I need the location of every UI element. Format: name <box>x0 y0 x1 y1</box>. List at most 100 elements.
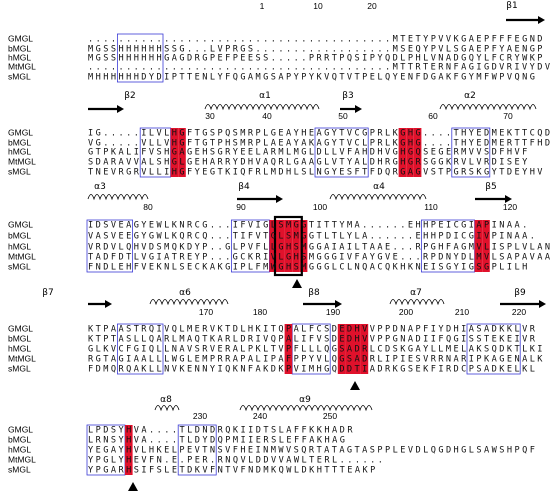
structure-label: β9 <box>514 288 526 298</box>
conserved-column <box>284 324 293 374</box>
alpha-helix <box>439 104 537 111</box>
sequence-name: MtMGL <box>8 156 36 166</box>
sequence-name: GMGL <box>8 323 33 333</box>
residue-number: 250 <box>323 411 337 421</box>
sequence-name: hMGL <box>8 241 31 251</box>
conserved-column <box>474 220 483 272</box>
structure-label: α4 <box>373 182 385 192</box>
similarity-box <box>451 127 491 178</box>
sequence: MHHHHHHDYDIPTTENLYFQGAMGSAPYPYKVQTVTPELQ… <box>88 73 535 83</box>
residue-number: 230 <box>193 411 207 421</box>
alpha-helix <box>239 405 373 412</box>
conserved-column <box>398 128 407 177</box>
residue-number: 200 <box>399 307 413 317</box>
residue-number: 1 <box>260 1 265 11</box>
sequence-name: GMGL <box>8 219 33 229</box>
sequence: KTPTASLLQARLMAQTKARLDRIVQPALIFVSDEDHVVPP… <box>88 335 536 345</box>
sequence-name: sMGL <box>8 464 31 474</box>
alpha-helix <box>329 194 427 201</box>
beta-arrowhead <box>538 16 545 24</box>
sequence: VG.....VLLVHGFTGTPHSMRPLAEAYAKAGYTVCLPRL… <box>88 139 550 149</box>
sequence-name: hMGL <box>8 444 31 454</box>
sequence-name: sMGL <box>8 166 31 176</box>
similarity-box <box>177 424 217 476</box>
residue-number: 220 <box>512 307 526 317</box>
sequence-name: bMGL <box>8 137 31 147</box>
similarity-box <box>117 33 164 83</box>
conserved-column <box>406 128 414 177</box>
structure-label: α9 <box>299 395 311 405</box>
structure-label: β5 <box>485 182 496 192</box>
structure-label: β2 <box>124 91 135 101</box>
sequence-name: hMGL <box>8 343 31 353</box>
conserved-column <box>292 220 300 272</box>
structure-label: α1 <box>259 91 271 101</box>
sequence: ........................................… <box>88 63 550 73</box>
residue-number: 50 <box>338 111 348 121</box>
residue-number: 40 <box>262 111 272 121</box>
alpha-helix <box>204 104 320 111</box>
structure-label: β7 <box>42 288 53 298</box>
residue-number: 170 <box>199 307 213 317</box>
sequence-name: GMGL <box>8 33 33 43</box>
sequence: RGTAGIAALLLWGLEMPRRAPALIPAFPPYVLQGSADRLI… <box>88 355 543 365</box>
residue-number: 110 <box>424 202 438 212</box>
conserved-column <box>269 220 277 272</box>
beta-arrowhead <box>355 105 362 113</box>
structure-label: α2 <box>464 91 476 101</box>
conserved-column <box>353 324 361 374</box>
conserved-column <box>284 220 293 272</box>
residue-number: 70 <box>503 111 513 121</box>
sequence-name: sMGL <box>8 71 31 81</box>
sequence-name: MtMGL <box>8 251 36 261</box>
sequence-name: bMGL <box>8 230 31 240</box>
structure-label: α7 <box>410 288 422 298</box>
residue-number: 90 <box>236 202 246 212</box>
residue-number: 30 <box>205 111 215 121</box>
residue-number: 120 <box>503 202 517 212</box>
active-site-marker <box>128 482 138 491</box>
sequence-name: bMGL <box>8 333 31 343</box>
conserved-column <box>277 220 285 272</box>
similarity-box <box>466 323 521 375</box>
sequence: VRDVLQHVDSMQKDYP..GLPVFLLGHSMGGAIAILTAAE… <box>88 243 550 253</box>
sequence-name: MtMGL <box>8 61 36 71</box>
structure-label: α6 <box>179 288 191 298</box>
structure-label: β4 <box>238 182 250 192</box>
structure-label: α8 <box>160 395 172 405</box>
structure-label: β1 <box>506 1 517 11</box>
active-site-marker <box>350 381 360 390</box>
sequence-name: MtMGL <box>8 353 36 363</box>
sequence: IG.....ILVLHGFTGSPQSMRPLGEAYHEAGYTVCGPRL… <box>88 129 550 139</box>
similarity-box <box>117 323 164 375</box>
active-site-marker <box>292 279 302 288</box>
alpha-helix <box>149 299 229 306</box>
conserved-column <box>482 220 490 272</box>
sequence-name: bMGL <box>8 434 31 444</box>
residue-number: 80 <box>143 202 153 212</box>
sequence-name: sMGL <box>8 363 31 373</box>
residue-number: 210 <box>455 307 469 317</box>
catalytic-box <box>273 215 303 277</box>
beta-arrowhead <box>276 195 283 203</box>
alpha-helix <box>87 194 149 201</box>
beta-arrowhead <box>505 195 512 203</box>
alpha-helix <box>389 299 445 306</box>
residue-number: 240 <box>253 411 267 421</box>
sequence: LPDSYHVA....TLDNDRQKIIDTSLAFFKKHADR <box>88 426 353 436</box>
residue-number: 60 <box>428 111 438 121</box>
conserved-column <box>337 324 346 374</box>
residue-number: 190 <box>326 307 340 317</box>
sequence: TADFDTLVGIATREYP...GCKRIVLGHSMGGGIVFAYGV… <box>88 253 550 263</box>
conserved-column <box>345 324 353 374</box>
residue-number: 20 <box>367 1 377 11</box>
sequence-name: MtMGL <box>8 454 36 464</box>
conserved-column <box>170 128 179 177</box>
sequence-name: bMGL <box>8 43 31 53</box>
conserved-column <box>125 425 133 475</box>
residue-number: 10 <box>313 1 323 11</box>
sequence: KTPAASTRQIVQLMERVKTDLHKITQPALFCSDEDHVVPP… <box>88 325 536 335</box>
conserved-column <box>178 128 186 177</box>
structure-label: β8 <box>308 288 320 298</box>
sequence-name: sMGL <box>8 261 31 271</box>
